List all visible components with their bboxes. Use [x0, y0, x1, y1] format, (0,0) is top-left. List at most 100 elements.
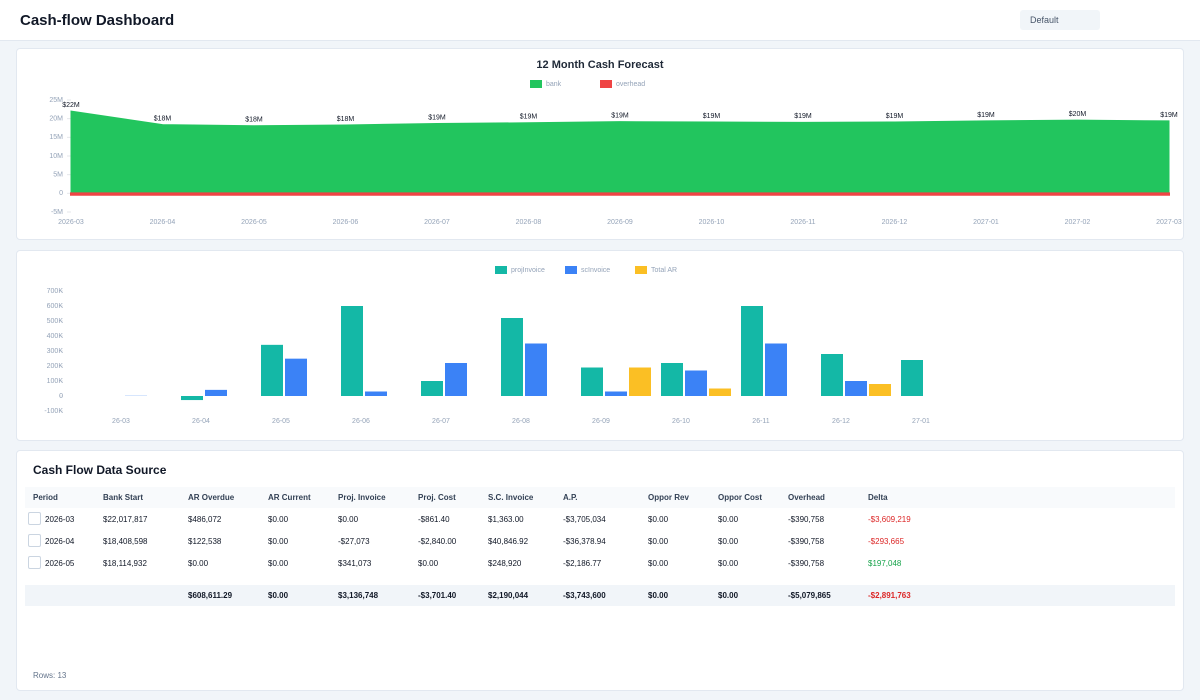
table-cell: 2026-03 — [45, 515, 75, 524]
bar — [581, 367, 603, 396]
total-cell: $0.00 — [648, 591, 669, 600]
total-cell: $0.00 — [268, 591, 289, 600]
column-header: Overhead — [788, 493, 825, 502]
legend-swatch — [530, 80, 542, 88]
table-cell: $0.00 — [648, 537, 669, 546]
table-cell: -$293,665 — [868, 537, 905, 546]
legend-swatch — [635, 266, 647, 274]
x-tick-label: 26-05 — [272, 418, 290, 425]
y-tick-label: 100K — [47, 378, 64, 385]
x-tick-label: 26-06 — [352, 418, 370, 425]
x-tick-label: 26-10 — [672, 418, 690, 425]
table-cell: $122,538 — [188, 537, 222, 546]
y-tick-label: 600K — [47, 303, 64, 310]
table-cell: $341,073 — [338, 559, 372, 568]
x-tick-label: 2026-10 — [699, 219, 725, 226]
table-cell: $0.00 — [338, 515, 359, 524]
legend-swatch — [600, 80, 612, 88]
row-checkbox[interactable] — [28, 534, 41, 547]
x-tick-label: 27-01 — [912, 418, 930, 425]
y-tick-label: 5M — [53, 172, 63, 179]
column-header: AR Current — [268, 493, 311, 502]
row-checkbox[interactable] — [28, 512, 41, 525]
total-cell: -$2,891,763 — [868, 591, 911, 600]
table-cell: $0.00 — [718, 537, 739, 546]
x-tick-label: 26-08 — [512, 418, 530, 425]
table-cell: $197,048 — [868, 559, 902, 568]
bar — [285, 358, 307, 396]
legend-label: bank — [546, 81, 562, 88]
table-row: 2026-04 $18,408,598 $122,538 $0.00 -$27,073 -… — [25, 531, 1175, 552]
y-tick-label: 15M — [49, 134, 63, 141]
bar-chart: projInvoice scInvoice Total AR -100K 0 100K 20… — [44, 266, 930, 425]
bar — [741, 306, 763, 396]
bar — [181, 396, 203, 401]
bar — [365, 391, 387, 396]
table-cell: -$3,705,034 — [563, 515, 606, 524]
value-label: $19M — [886, 113, 904, 120]
x-tick-label: 2026-04 — [150, 219, 176, 226]
table-cell: -$27,073 — [338, 537, 370, 546]
y-tick-label: 0 — [59, 393, 63, 400]
bar — [525, 343, 547, 396]
y-tick-label: 200K — [47, 363, 64, 370]
value-label: $20M — [1069, 111, 1087, 118]
bar — [501, 318, 523, 396]
total-cell: $2,190,044 — [488, 591, 529, 600]
column-header: AR Overdue — [188, 493, 235, 502]
value-label: $19M — [794, 113, 812, 120]
bar — [445, 363, 467, 396]
y-tick-label: 700K — [47, 288, 64, 295]
table-cell: $0.00 — [648, 515, 669, 524]
y-tick-label: 20M — [49, 116, 63, 123]
table-cell: $0.00 — [188, 559, 209, 568]
bar — [901, 360, 923, 396]
forecast-chart: 12 Month Cash Forecast bank overhead -5M 0 5M… — [49, 59, 1182, 226]
column-header: Oppor Cost — [718, 493, 762, 502]
totals-row: $608,611.29 $0.00 $3,136,748 -$3,701.40 $2,1… — [25, 585, 1175, 606]
x-tick-label: 2027-03 — [1156, 219, 1182, 226]
bar — [845, 381, 867, 396]
header: Cash-flow Dashboard Default — [0, 0, 1200, 41]
table-cell: $1,363.00 — [488, 515, 524, 524]
value-label: $22M — [62, 102, 80, 109]
table-row: 2026-03 $22,017,817 $486,072 $0.00 $0.00 -$86… — [25, 509, 1175, 530]
bar — [869, 384, 891, 396]
table-card: Cash Flow Data Source Rows: 13 Period Ban… — [16, 450, 1184, 691]
bar — [821, 354, 843, 396]
table-cell: $248,920 — [488, 559, 522, 568]
y-tick-label: 300K — [47, 348, 64, 355]
table-cell: -$2,840.00 — [418, 537, 457, 546]
view-select[interactable]: Default — [1020, 10, 1100, 30]
chart-title: 12 Month Cash Forecast — [536, 59, 663, 71]
y-tick-label: -100K — [44, 408, 63, 415]
column-header: Oppor Rev — [648, 493, 689, 502]
value-label: $19M — [703, 113, 721, 120]
bar — [421, 381, 443, 396]
table-cell: $0.00 — [718, 559, 739, 568]
legend-swatch — [565, 266, 577, 274]
x-tick-label: 26-04 — [192, 418, 210, 425]
table-cell: 2026-05 — [45, 559, 75, 568]
bar — [661, 363, 683, 396]
table-cell: $40,846.92 — [488, 537, 529, 546]
x-tick-label: 2026-08 — [516, 219, 542, 226]
table-cell: $0.00 — [648, 559, 669, 568]
total-cell: $3,136,748 — [338, 591, 379, 600]
value-label: $19M — [611, 112, 629, 119]
value-label: $19M — [1160, 112, 1178, 119]
x-tick-label: 2027-01 — [973, 219, 999, 226]
row-checkbox[interactable] — [28, 556, 41, 569]
bar — [765, 343, 787, 396]
value-label: $19M — [977, 112, 995, 119]
x-tick-label: 2026-07 — [424, 219, 450, 226]
table-cell: -$861.40 — [418, 515, 450, 524]
bar — [341, 306, 363, 396]
legend-label: projInvoice — [511, 267, 545, 274]
value-label: $18M — [337, 116, 355, 123]
table-cell: -$3,609,219 — [868, 515, 911, 524]
row-count: Rows: 13 — [33, 671, 67, 680]
value-label: $19M — [520, 114, 538, 121]
x-tick-label: 2027-02 — [1065, 219, 1091, 226]
